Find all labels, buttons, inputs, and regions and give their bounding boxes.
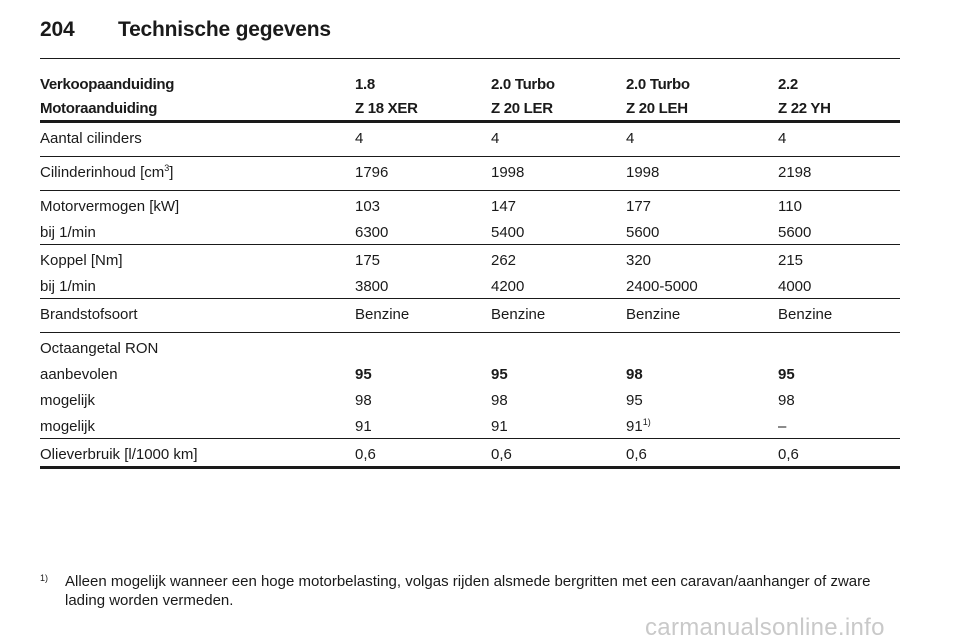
table-cell: Benzine <box>778 306 833 323</box>
table-cell: 175 <box>355 252 381 269</box>
table-cell: Benzine <box>491 306 546 323</box>
table-cell: 1998 <box>626 164 660 181</box>
row-label-text: ] <box>169 164 174 181</box>
row-label: Cilinderinhoud [cm3] <box>40 157 355 191</box>
page-title: Technische gegevens <box>118 18 331 41</box>
table-cell: 95 <box>491 366 508 383</box>
row-label: Brandstofsoort <box>40 306 138 323</box>
header-cell: Z 22 YH <box>778 100 831 117</box>
table-cell: 5600 <box>626 224 660 241</box>
table-cell <box>778 333 900 367</box>
table-cell: 95 <box>778 366 795 383</box>
table-cell: 0,6 <box>355 446 376 463</box>
table-cell: 0,6 <box>626 446 647 463</box>
table-cell <box>491 333 626 367</box>
page-number: 204 <box>40 18 75 41</box>
table-header-row: Motoraanduiding Z 18 XER Z 20 LER Z 20 L… <box>40 100 900 122</box>
table-cell: 4 <box>778 130 787 147</box>
footnote-reference: 1) <box>642 417 651 427</box>
row-label: aanbevolen <box>40 366 118 383</box>
table-cell: 5400 <box>491 224 525 241</box>
row-label: Olieverbruik [l/1000 km] <box>40 446 198 463</box>
table-cell: 110 <box>778 198 802 215</box>
table-header-row: Verkoopaanduiding 1.8 2.0 Turbo 2.0 Turb… <box>40 76 900 100</box>
table-cell: 4 <box>355 130 364 147</box>
header-cell: 2.2 <box>778 76 798 93</box>
row-label-text: Cilinderinhoud [cm <box>40 164 165 181</box>
table-cell: 215 <box>778 252 804 269</box>
header-divider <box>40 58 900 59</box>
table-cell: 0,6 <box>491 446 512 463</box>
table-row: Cilinderinhoud [cm3] 1796 1998 1998 2198 <box>40 157 900 191</box>
row-label: Octaangetal RON <box>40 340 159 357</box>
engine-specs-table: Verkoopaanduiding 1.8 2.0 Turbo 2.0 Turb… <box>40 76 900 469</box>
table-row: bij 1/min 6300 5400 5600 5600 <box>40 224 900 245</box>
table-cell: 147 <box>491 198 517 215</box>
header-cell: Z 18 XER <box>355 100 418 117</box>
table-row: Brandstofsoort Benzine Benzine Benzine B… <box>40 299 900 333</box>
table-cell: 320 <box>626 252 652 269</box>
table-cell: 5600 <box>778 224 812 241</box>
table-cell: 103 <box>355 198 381 215</box>
footnote-text: Alleen mogelijk wanneer een hoge motorbe… <box>65 573 871 609</box>
table-cell: 262 <box>491 252 517 269</box>
table-cell: 177 <box>626 198 652 215</box>
table-cell: 98 <box>355 392 372 409</box>
table-cell: 911) <box>626 418 778 439</box>
header-cell: Z 20 LER <box>491 100 553 117</box>
table-cell: 2198 <box>778 164 812 181</box>
header-cell: 1.8 <box>355 76 375 93</box>
table-row: aanbevolen 95 95 98 95 <box>40 366 900 392</box>
table-cell: 1796 <box>355 164 389 181</box>
header-cell: Z 20 LEH <box>626 100 688 117</box>
superscript: 3 <box>164 163 170 173</box>
table-cell: 0,6 <box>778 446 799 463</box>
table-cell <box>626 333 778 367</box>
table-cell: – <box>778 418 787 435</box>
table-row: Koppel [Nm] 175 262 320 215 <box>40 245 900 279</box>
table-cell: 4 <box>626 130 635 147</box>
table-cell: 4 <box>491 130 500 147</box>
table-row: Aantal cilinders 4 4 4 4 <box>40 122 900 157</box>
table-cell: 2400-5000 <box>626 278 698 295</box>
row-label: Motorvermogen [kW] <box>40 198 180 215</box>
table-cell: 3800 <box>355 278 389 295</box>
footnote-mark: 1) <box>40 573 49 583</box>
table-cell: Benzine <box>355 306 410 323</box>
table-cell: 4000 <box>778 278 812 295</box>
table-cell: Benzine <box>626 306 681 323</box>
table-cell: 95 <box>355 366 372 383</box>
row-label: mogelijk <box>40 418 96 435</box>
table-cell: 91 <box>355 418 372 435</box>
header-label: Motoraanduiding <box>40 100 158 117</box>
row-label: Aantal cilinders <box>40 130 142 147</box>
row-label: mogelijk <box>40 392 96 409</box>
row-label: bij 1/min <box>40 224 96 241</box>
watermark: carmanualsonline.info <box>645 614 885 641</box>
table-cell: 6300 <box>355 224 389 241</box>
table-row: mogelijk 91 91 911) – <box>40 418 900 439</box>
table-cell <box>355 333 491 367</box>
table-cell: 95 <box>626 392 643 409</box>
table-row: mogelijk 98 98 95 98 <box>40 392 900 418</box>
table-cell: 98 <box>491 392 508 409</box>
cell-text: 91 <box>626 418 643 435</box>
page-header: 204 Technische gegevens <box>40 18 331 42</box>
table-row: Octaangetal RON <box>40 333 900 367</box>
table-row: Olieverbruik [l/1000 km] 0,6 0,6 0,6 0,6 <box>40 439 900 468</box>
table-cell: 1998 <box>491 164 525 181</box>
table-row: Motorvermogen [kW] 103 147 177 110 <box>40 191 900 225</box>
header-cell: 2.0 Turbo <box>491 76 555 93</box>
table-cell: 98 <box>778 392 795 409</box>
header-cell: 2.0 Turbo <box>626 76 690 93</box>
table-cell: 98 <box>626 366 643 383</box>
table-row: bij 1/min 3800 4200 2400-5000 4000 <box>40 278 900 299</box>
row-label: Koppel [Nm] <box>40 252 123 269</box>
table-cell: 4200 <box>491 278 525 295</box>
row-label: bij 1/min <box>40 278 96 295</box>
table-cell: 91 <box>491 418 508 435</box>
header-label: Verkoopaanduiding <box>40 76 175 93</box>
